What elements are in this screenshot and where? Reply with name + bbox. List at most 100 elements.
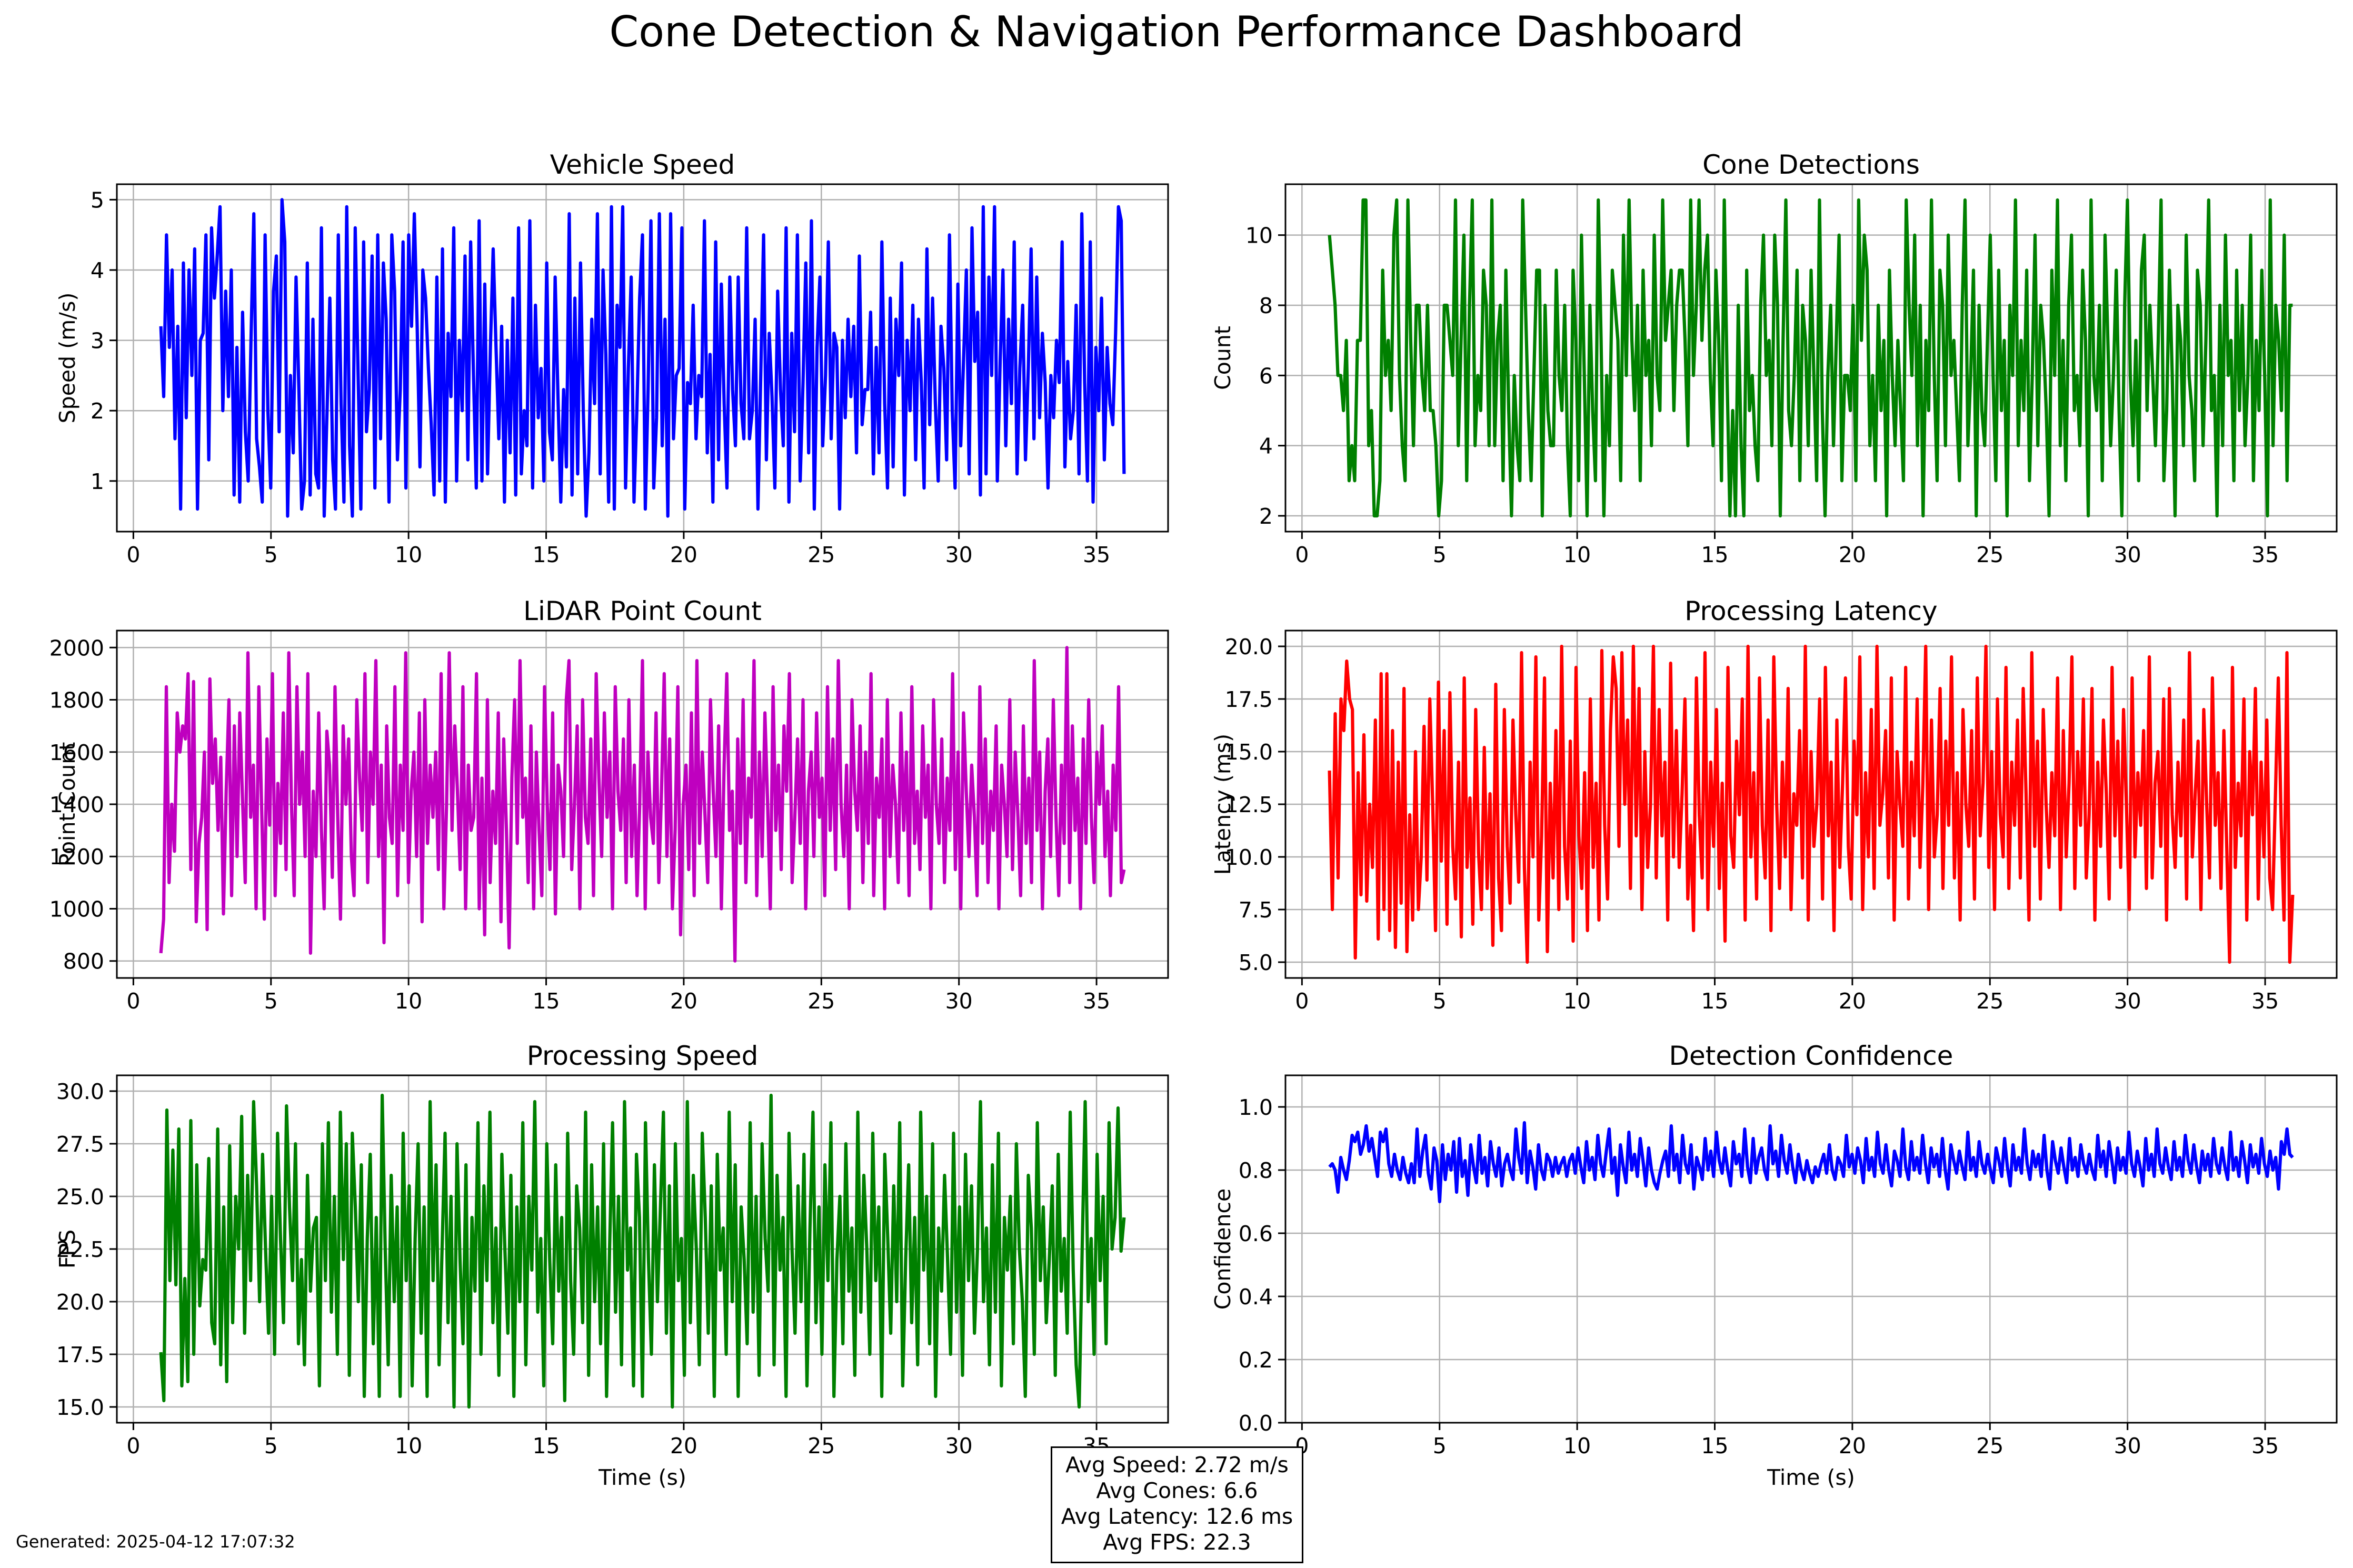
y-tick-label: 6 — [1259, 363, 1273, 388]
x-tick-label: 10 — [395, 542, 422, 567]
x-tick-label: 5 — [1433, 1433, 1447, 1459]
data-series-line — [159, 198, 1126, 518]
x-tick-label: 5 — [264, 1433, 278, 1459]
x-tick-label: 30 — [945, 988, 973, 1014]
y-axis-label: Speed (m/s) — [55, 293, 80, 424]
y-tick-label: 2 — [1259, 504, 1273, 529]
y-tick-label: 0.0 — [1239, 1411, 1273, 1436]
x-tick-label: 5 — [264, 542, 278, 567]
x-tick-label: 0 — [1295, 542, 1309, 567]
y-tick-label: 4 — [1259, 434, 1273, 459]
x-tick-label: 15 — [1701, 988, 1728, 1014]
y-tick-label: 25.0 — [56, 1184, 104, 1210]
x-tick-label: 10 — [395, 1433, 422, 1459]
x-tick-label: 0 — [126, 542, 140, 567]
x-tick-label: 35 — [1083, 542, 1110, 567]
x-tick-label: 25 — [1976, 1433, 2003, 1459]
y-tick-label: 17.5 — [1225, 687, 1273, 712]
x-tick-label: 0 — [126, 1433, 140, 1459]
y-tick-label: 5 — [91, 187, 104, 213]
y-tick-label: 1800 — [49, 688, 104, 713]
chart-title: Processing Latency — [1684, 596, 1938, 626]
x-tick-label: 0 — [1295, 988, 1309, 1014]
y-tick-label: 0.6 — [1239, 1221, 1273, 1246]
y-tick-label: 22.5 — [56, 1237, 104, 1262]
chart-title: LiDAR Point Count — [523, 596, 762, 626]
x-tick-label: 15 — [1701, 1433, 1728, 1459]
chart-title: Cone Detections — [1702, 149, 1920, 180]
y-axis-label: Confidence — [1210, 1189, 1235, 1310]
y-tick-label: 8 — [1259, 293, 1273, 318]
y-tick-label: 1 — [91, 469, 104, 494]
y-tick-label: 0.2 — [1239, 1347, 1273, 1373]
x-tick-label: 25 — [807, 1433, 835, 1459]
x-axis-label: Time (s) — [598, 1465, 686, 1490]
x-tick-label: 10 — [1563, 542, 1591, 567]
x-tick-label: 35 — [2251, 988, 2279, 1014]
x-tick-label: 5 — [1433, 988, 1447, 1014]
x-tick-label: 5 — [264, 988, 278, 1014]
y-tick-label: 1000 — [49, 896, 104, 922]
y-tick-label: 10 — [1245, 223, 1273, 248]
y-tick-label: 17.5 — [56, 1342, 104, 1367]
x-tick-label: 0 — [126, 988, 140, 1014]
data-series-line — [1328, 644, 2295, 964]
x-tick-label: 30 — [945, 542, 973, 567]
y-axis-label: Count — [1210, 326, 1235, 390]
summary-stats-box: Avg Speed: 2.72 m/s Avg Cones: 6.6 Avg L… — [1051, 1446, 1303, 1563]
plot-frame — [116, 183, 1169, 533]
y-tick-label: 1200 — [49, 844, 104, 870]
y-tick-label: 5.0 — [1239, 950, 1273, 975]
x-tick-label: 15 — [1701, 542, 1728, 567]
x-tick-label: 35 — [2251, 1433, 2279, 1459]
y-tick-label: 15.0 — [1225, 740, 1273, 765]
y-tick-label: 12.5 — [1225, 792, 1273, 817]
x-tick-label: 5 — [1433, 542, 1447, 567]
y-tick-label: 15.0 — [56, 1395, 104, 1420]
x-tick-label: 10 — [395, 988, 422, 1014]
x-tick-label: 20 — [670, 1433, 697, 1459]
x-tick-label: 20 — [1839, 1433, 1866, 1459]
plot-frame — [1284, 183, 2338, 533]
y-tick-label: 0.4 — [1239, 1284, 1273, 1310]
x-tick-label: 25 — [1976, 988, 2003, 1014]
x-tick-label: 30 — [945, 1433, 973, 1459]
avg-cones-stat: Avg Cones: 6.6 — [1096, 1478, 1258, 1503]
y-tick-label: 0.8 — [1239, 1158, 1273, 1183]
chart-1: 0 5 10 15 20 25 30 35 1 2 3 4 5 Vehicle Speed Speed (m… — [55, 149, 1169, 567]
y-tick-label: 2000 — [49, 635, 104, 661]
y-tick-label: 30.0 — [56, 1079, 104, 1104]
data-series-line — [1328, 198, 2293, 518]
x-tick-label: 20 — [670, 542, 697, 567]
x-axis-label: Time (s) — [1767, 1465, 1855, 1490]
x-tick-label: 25 — [807, 988, 835, 1014]
data-series-line — [1328, 1121, 2294, 1204]
x-tick-label: 10 — [1563, 1433, 1591, 1459]
y-tick-label: 27.5 — [56, 1132, 104, 1157]
x-tick-label: 30 — [2114, 542, 2141, 567]
x-tick-label: 30 — [2114, 988, 2141, 1014]
x-tick-label: 10 — [1563, 988, 1591, 1014]
chart-title: Detection Confidence — [1669, 1041, 1953, 1071]
x-tick-label: 15 — [532, 1433, 560, 1459]
x-tick-label: 35 — [2251, 542, 2279, 567]
page-title: Cone Detection & Navigation Performance … — [609, 7, 1744, 56]
y-tick-label: 800 — [63, 949, 104, 974]
chart-2: 0 5 10 15 20 25 30 35 2 4 6 8 10 Cone Detections Count — [1210, 149, 2338, 567]
x-tick-label: 20 — [1839, 542, 1866, 567]
y-axis-label: Latency (ms) — [1210, 734, 1235, 875]
data-series-line — [159, 646, 1126, 963]
y-tick-label: 3 — [91, 328, 104, 354]
y-tick-label: 1.0 — [1239, 1095, 1273, 1120]
x-tick-label: 35 — [1083, 988, 1110, 1014]
avg-fps-stat: Avg FPS: 22.3 — [1103, 1530, 1251, 1555]
x-tick-label: 30 — [2114, 1433, 2141, 1459]
y-axis-label: Point Count — [55, 742, 80, 867]
avg-speed-stat: Avg Speed: 2.72 m/s — [1065, 1452, 1289, 1477]
y-tick-label: 1400 — [49, 792, 104, 817]
y-tick-label: 7.5 — [1239, 897, 1273, 923]
y-tick-label: 4 — [91, 258, 104, 283]
data-series-line — [159, 1093, 1126, 1409]
y-tick-label: 20.0 — [56, 1290, 104, 1315]
